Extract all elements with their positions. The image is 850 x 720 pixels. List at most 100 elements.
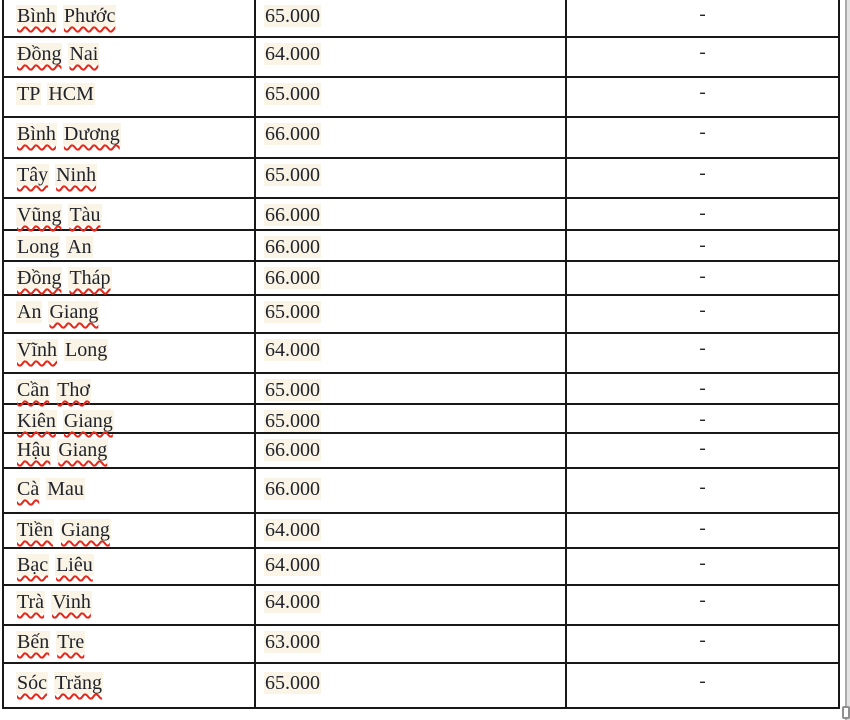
price-value: 64.000 [264, 554, 321, 576]
province-cell: Vĩnh Long [4, 334, 256, 372]
change-cell: - [567, 664, 838, 707]
province-word: Phước [62, 5, 117, 27]
change-value: - [699, 338, 706, 359]
table-row: TP HCM 65.000 - [4, 78, 838, 118]
change-value: - [699, 590, 706, 611]
province-cell: Bình Dương [4, 118, 256, 157]
province-word: Kiên [16, 410, 57, 432]
province-word: An [16, 301, 43, 323]
price-value: 65.000 [264, 83, 321, 105]
price-value: 64.000 [264, 591, 321, 613]
table-row: Tiền Giang 64.000 - [4, 514, 838, 549]
change-value: - [699, 235, 706, 256]
scrollbar-thumb[interactable] [842, 706, 850, 719]
table-row: Tây Ninh 65.000 - [4, 159, 838, 199]
table-row: Đồng Tháp 66.000 - [4, 262, 838, 296]
province-cell: Cần Thơ [4, 374, 256, 403]
province-cell: Sóc Trăng [4, 664, 256, 707]
change-cell: - [567, 0, 838, 36]
price-value: 66.000 [264, 123, 321, 145]
table-row: Bình Dương 66.000 - [4, 118, 838, 159]
change-value: - [699, 266, 706, 287]
table-row: Cà Mau 66.000 - [4, 469, 838, 514]
province-word: Liêu [55, 554, 94, 576]
province-cell: Kiên Giang [4, 405, 256, 432]
price-value: 65.000 [264, 164, 321, 186]
change-cell: - [567, 626, 838, 662]
price-value: 65.000 [264, 5, 321, 27]
table-row: Cần Thơ 65.000 - [4, 374, 838, 405]
province-cell: Tiền Giang [4, 514, 256, 547]
province-cell: Đồng Nai [4, 38, 256, 76]
price-cell: 66.000 [256, 434, 567, 467]
province-cell: TP HCM [4, 78, 256, 116]
province-word: An [66, 236, 93, 258]
price-cell: 64.000 [256, 514, 567, 547]
province-word: Vĩnh [16, 339, 58, 361]
price-cell: 64.000 [256, 334, 567, 372]
province-word: HCM [47, 83, 95, 105]
change-value: - [699, 82, 706, 103]
change-value: - [699, 122, 706, 143]
scrollbar-track[interactable] [843, 0, 850, 720]
change-value: - [699, 518, 706, 539]
table-row: Bến Tre 63.000 - [4, 626, 838, 664]
change-cell: - [567, 38, 838, 76]
price-value: 66.000 [264, 267, 321, 289]
price-value: 66.000 [264, 478, 321, 500]
price-cell: 66.000 [256, 231, 567, 260]
table-row: Vĩnh Long 64.000 - [4, 334, 838, 374]
change-cell: - [567, 434, 838, 467]
price-value: 65.000 [264, 301, 321, 323]
table-row: An Giang 65.000 - [4, 296, 838, 334]
change-cell: - [567, 262, 838, 294]
change-cell: - [567, 549, 838, 584]
province-cell: Đồng Tháp [4, 262, 256, 294]
price-value: 66.000 [264, 236, 321, 258]
table-row: Bình Phước 65.000 - [4, 0, 838, 38]
province-word: Bình [16, 123, 57, 145]
province-word: Bến [16, 631, 51, 653]
change-value: - [699, 671, 706, 692]
province-word: Sóc [16, 672, 48, 694]
price-table: Bình Phước 65.000 - Đồng Nai 64.000 - TP HC… [2, 0, 840, 709]
change-value: - [699, 300, 706, 321]
province-word: Đồng [16, 267, 63, 289]
province-cell: Bạc Liêu [4, 549, 256, 584]
price-value: 66.000 [264, 204, 321, 226]
change-cell: - [567, 296, 838, 332]
province-word: TP [16, 83, 42, 105]
province-cell: Bến Tre [4, 626, 256, 662]
price-cell: 65.000 [256, 159, 567, 197]
table-row: Sóc Trăng 65.000 - [4, 664, 838, 709]
province-cell: Tây Ninh [4, 159, 256, 197]
price-cell: 65.000 [256, 405, 567, 432]
change-cell: - [567, 159, 838, 197]
price-cell: 66.000 [256, 262, 567, 294]
price-cell: 66.000 [256, 199, 567, 229]
price-value: 63.000 [264, 631, 321, 653]
table-row: Long An 66.000 - [4, 231, 838, 262]
change-cell: - [567, 405, 838, 432]
price-cell: 64.000 [256, 586, 567, 624]
province-word: Nai [68, 43, 100, 65]
province-cell: An Giang [4, 296, 256, 332]
province-word: Trăng [54, 672, 104, 694]
change-cell: - [567, 514, 838, 547]
change-value: - [699, 553, 706, 574]
price-value: 65.000 [264, 410, 321, 432]
price-cell: 64.000 [256, 549, 567, 584]
province-cell: Vũng Tàu [4, 199, 256, 229]
province-word: Giang [48, 301, 100, 323]
province-word: Tây [16, 164, 50, 186]
change-value: - [699, 163, 706, 184]
province-word: Tháp [68, 267, 112, 289]
province-word: Thơ [56, 379, 92, 401]
province-word: Đồng [16, 43, 63, 65]
price-cell: 65.000 [256, 0, 567, 36]
province-word: Vinh [51, 591, 92, 613]
province-word: Giang [62, 410, 114, 432]
province-word: Giang [57, 439, 109, 461]
province-cell: Bình Phước [4, 0, 256, 36]
